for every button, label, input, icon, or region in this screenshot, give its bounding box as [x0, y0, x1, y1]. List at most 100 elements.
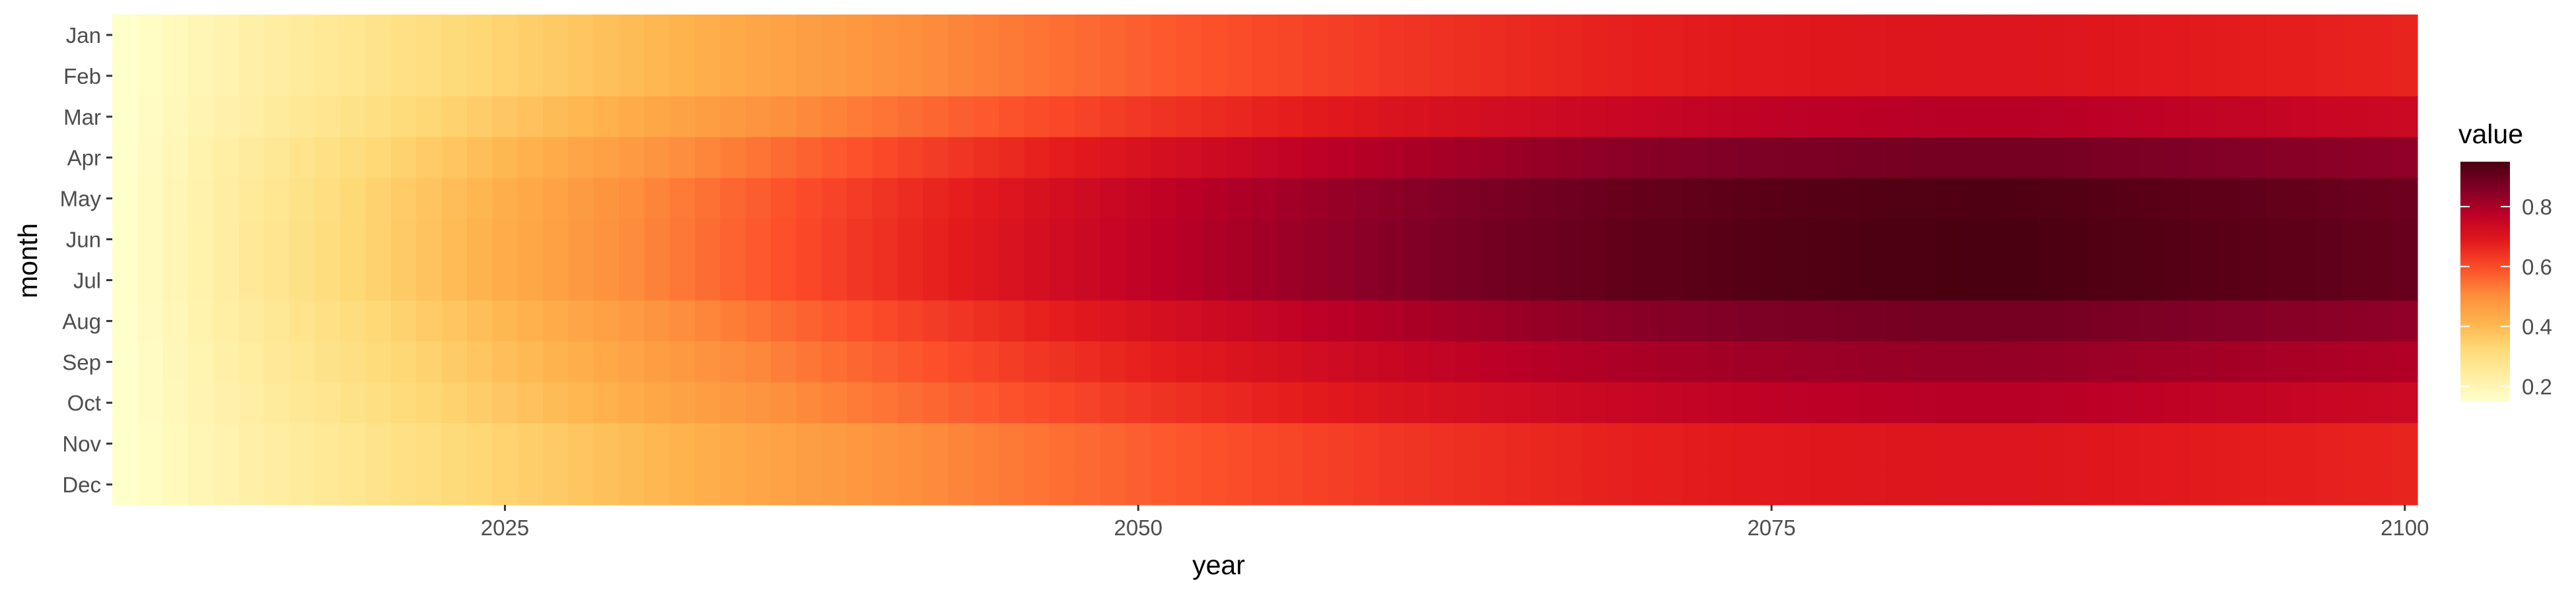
heatmap-cell — [1632, 341, 1659, 383]
heatmap-cell — [1050, 423, 1075, 465]
heatmap-cell — [1100, 96, 1126, 138]
heatmap-cell — [1480, 464, 1506, 506]
heatmap-cell — [821, 300, 847, 342]
heatmap-cell — [2392, 15, 2418, 56]
heatmap-cell — [1328, 341, 1354, 383]
heatmap-cell — [1530, 341, 1557, 383]
heatmap-cell — [1303, 137, 1329, 179]
heatmap-cell — [1429, 341, 1456, 383]
heatmap-cell — [1910, 15, 1937, 56]
heatmap-cell — [314, 96, 341, 138]
heatmap-cell — [1910, 137, 1937, 179]
heatmap-cell — [1404, 259, 1430, 302]
heatmap-cell — [2316, 178, 2342, 220]
heatmap-cell — [1303, 341, 1329, 383]
heatmap-cell — [1885, 382, 1912, 424]
heatmap-cell — [2265, 96, 2291, 138]
heatmap-cell — [644, 55, 670, 97]
heatmap-cell — [1505, 218, 1532, 261]
heatmap-cell — [365, 15, 392, 56]
heatmap-cell — [112, 96, 138, 138]
heatmap-cell — [1480, 15, 1506, 56]
heatmap-cell — [2316, 341, 2342, 383]
heatmap-cell — [1303, 218, 1329, 261]
heatmap-cell — [2215, 55, 2241, 97]
heatmap-cell — [1100, 259, 1126, 302]
heatmap-cell — [1657, 137, 1684, 179]
heatmap-cell — [897, 96, 923, 138]
heatmap-cell — [1860, 423, 1886, 465]
heatmap-cell — [1505, 382, 1532, 424]
heatmap-cell — [1885, 178, 1912, 220]
heatmap-cell — [1404, 382, 1430, 424]
heatmap-cell — [112, 300, 138, 342]
heatmap-cell — [1682, 55, 1709, 97]
heatmap-cell — [1303, 96, 1329, 138]
heatmap-cell — [1227, 464, 1253, 506]
heatmap-cell — [2012, 96, 2038, 138]
heatmap-cell — [441, 423, 468, 465]
heatmap-cell — [162, 137, 189, 179]
heatmap-cell — [2341, 464, 2367, 506]
x-axis-title: year — [1192, 550, 1245, 580]
heatmap-cell — [1961, 178, 1987, 220]
heatmap-cell — [340, 178, 367, 220]
heatmap-cell — [416, 382, 443, 424]
heatmap-cell — [137, 464, 164, 506]
heatmap-cell — [593, 137, 620, 179]
heatmap-cell — [2392, 96, 2418, 138]
heatmap-cell — [137, 259, 164, 302]
heatmap-cell — [1100, 300, 1126, 342]
heatmap-cell — [112, 55, 138, 97]
heatmap-cell — [1100, 464, 1126, 506]
heatmap-cell — [1328, 464, 1354, 506]
heatmap-cell — [2088, 464, 2114, 506]
heatmap-cell — [162, 15, 189, 56]
heatmap-cell — [1809, 464, 1836, 506]
heatmap-cell — [314, 15, 341, 56]
heatmap-cell — [1126, 218, 1152, 261]
heatmap-cell — [720, 137, 746, 179]
heatmap-cell — [2164, 464, 2190, 506]
heatmap-cell — [1328, 55, 1354, 97]
heatmap-cell — [162, 218, 189, 261]
heatmap-cell — [542, 300, 569, 342]
heatmap-cell — [2215, 218, 2241, 261]
heatmap-cell — [1910, 300, 1937, 342]
heatmap-cell — [923, 382, 949, 424]
heatmap-cell — [1252, 96, 1278, 138]
heatmap-cell — [771, 341, 797, 383]
heatmap-cell — [897, 423, 923, 465]
heatmap-cell — [1834, 55, 1861, 97]
heatmap-cell — [1050, 341, 1075, 383]
heatmap-cell — [2367, 300, 2393, 342]
heatmap-cell — [492, 423, 519, 465]
heatmap-cell — [1201, 464, 1228, 506]
heatmap-cell — [1657, 259, 1684, 302]
heatmap-cell — [1961, 55, 1987, 97]
heatmap-cell — [2367, 423, 2393, 465]
heatmap-cell — [1480, 96, 1506, 138]
heatmap-cell — [137, 341, 164, 383]
legend-tick-label: 0.2 — [2522, 374, 2552, 399]
heatmap-cell — [872, 15, 898, 56]
heatmap-cell — [1708, 137, 1735, 179]
heatmap-cell — [2215, 341, 2241, 383]
heatmap-cell — [441, 15, 468, 56]
heatmap-cell — [1075, 15, 1101, 56]
heatmap-cell — [1708, 96, 1735, 138]
heatmap-cell — [897, 259, 923, 302]
heatmap-cell — [466, 178, 493, 220]
heatmap-cell — [897, 137, 923, 179]
heatmap-cell — [1024, 341, 1050, 383]
heatmap-cell — [669, 55, 696, 97]
heatmap-cell — [264, 96, 291, 138]
heatmap-cell — [847, 341, 873, 383]
heatmap-cell — [1682, 178, 1709, 220]
heatmap-cell — [314, 259, 341, 302]
heatmap-cell — [821, 423, 847, 465]
heatmap-cell — [796, 382, 822, 424]
heatmap-cell — [1987, 300, 2013, 342]
heatmap-cell — [1480, 137, 1506, 179]
heatmap-cell — [1860, 178, 1886, 220]
